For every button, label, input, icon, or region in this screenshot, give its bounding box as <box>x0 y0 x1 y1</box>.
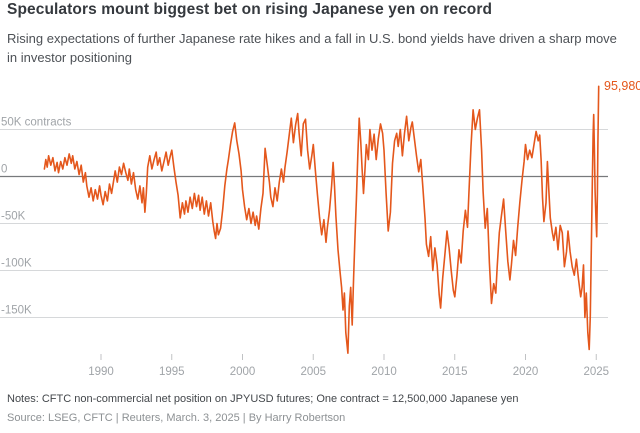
x-tick-label: 2005 <box>300 366 326 378</box>
x-tick-label: 1995 <box>159 366 185 378</box>
chart-notes: Notes: CFTC non-commercial net position … <box>7 393 519 405</box>
y-tick-label: -50K <box>1 211 26 223</box>
x-tick-label: 2000 <box>230 366 256 378</box>
page-subtitle: Rising expectations of further Japanese … <box>7 31 617 65</box>
net-position-line <box>43 85 600 355</box>
y-tick-label: -150K <box>1 305 32 317</box>
x-tick-label: 2010 <box>371 366 397 378</box>
chart-source: Source: LSEG, CFTC | Reuters, March. 3, … <box>7 412 346 424</box>
x-tick-label: 2025 <box>583 366 609 378</box>
y-tick-label: 50K contracts <box>1 117 72 129</box>
peak-value-label: 95,980 <box>604 79 640 93</box>
x-tick-label: 2020 <box>513 366 539 378</box>
y-tick-label: -100K <box>1 258 32 270</box>
x-tick-label: 1990 <box>88 366 114 378</box>
page-title: Speculators mount biggest bet on rising … <box>7 1 493 18</box>
x-tick-label: 2015 <box>442 366 468 378</box>
y-tick-label: 0 <box>1 164 7 176</box>
